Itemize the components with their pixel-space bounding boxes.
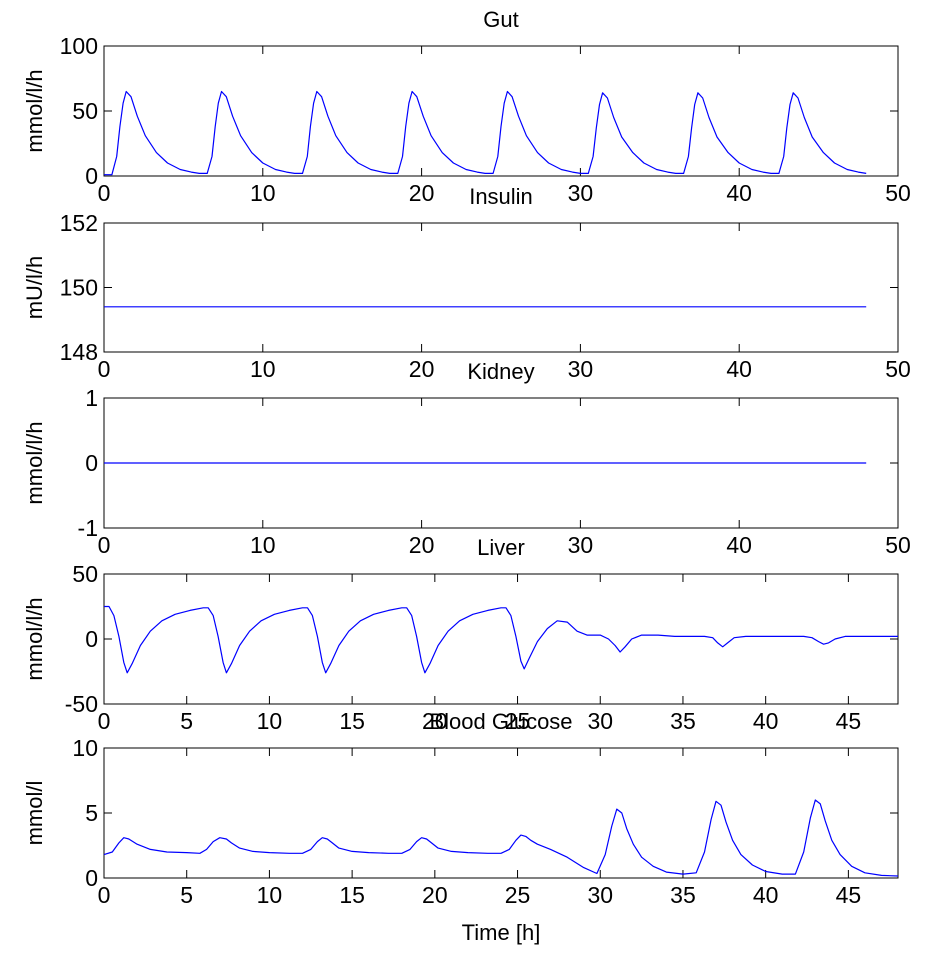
series-line bbox=[103, 799, 899, 877]
x-tick-label: 5 bbox=[180, 882, 193, 908]
x-tick-label: 30 bbox=[587, 882, 613, 908]
axes-frame bbox=[103, 747, 899, 879]
x-tick-label: 30 bbox=[568, 532, 594, 558]
x-tick-label: 30 bbox=[568, 180, 594, 206]
x-tick-label: 45 bbox=[836, 708, 862, 734]
x-tick-label: 10 bbox=[250, 180, 276, 206]
x-tick-label: 20 bbox=[422, 708, 448, 734]
y-tick-label: 100 bbox=[60, 33, 98, 59]
x-tick-label: 40 bbox=[753, 708, 779, 734]
x-tick-label: 10 bbox=[257, 708, 283, 734]
x-tick-label: 20 bbox=[409, 356, 435, 382]
y-tick-label: 152 bbox=[60, 210, 98, 236]
y-tick-label: -50 bbox=[65, 691, 98, 717]
y-tick-label: 148 bbox=[60, 339, 98, 365]
series-line bbox=[104, 605, 898, 674]
y-axis-label: mmol/l bbox=[22, 781, 47, 846]
x-tick-label: 10 bbox=[250, 532, 276, 558]
y-axis-label: mU/l/h bbox=[22, 256, 47, 320]
panel-blood-glucose: 0 5 10 15 20 25 30 35 40 45 0 5 10 Blood Glucose mmol/… bbox=[22, 709, 899, 945]
panel-title: Liver bbox=[477, 535, 525, 560]
x-tick-label: 20 bbox=[409, 532, 435, 558]
y-tick-label: 50 bbox=[72, 561, 98, 587]
x-tick-label: 0 bbox=[98, 356, 111, 382]
x-tick-label: 20 bbox=[422, 882, 448, 908]
panel-insulin: 0 10 20 30 40 50 148 150 152 Insulin mU/l/h bbox=[22, 184, 911, 382]
y-axis-label: mmol/l/h bbox=[22, 421, 47, 504]
x-tick-label: 0 bbox=[98, 532, 111, 558]
axes-frame bbox=[103, 45, 899, 177]
series-line bbox=[104, 90, 867, 176]
panel-title: Blood Glucose bbox=[429, 709, 572, 734]
y-tick-label: 0 bbox=[85, 626, 98, 652]
axes-frame bbox=[103, 222, 899, 353]
y-tick-label: 10 bbox=[72, 735, 98, 761]
x-tick-label: 30 bbox=[568, 356, 594, 382]
panel-title: Gut bbox=[483, 7, 518, 32]
x-tick-label: 35 bbox=[670, 882, 696, 908]
y-tick-label: -1 bbox=[78, 515, 98, 541]
panel-title: Kidney bbox=[467, 359, 534, 384]
axes-frame bbox=[103, 573, 899, 705]
x-tick-label: 10 bbox=[257, 882, 283, 908]
x-tick-label: 40 bbox=[726, 180, 752, 206]
x-tick-label: 40 bbox=[726, 356, 752, 382]
y-tick-label: 0 bbox=[85, 450, 98, 476]
x-tick-label: 15 bbox=[339, 882, 365, 908]
x-tick-label: 50 bbox=[885, 180, 911, 206]
panel-gut: 0 10 20 30 40 50 0 50 100 Gut mmol/l/h bbox=[22, 7, 911, 206]
x-tick-label: 20 bbox=[409, 180, 435, 206]
x-tick-label: 45 bbox=[836, 882, 862, 908]
y-tick-label: 50 bbox=[72, 98, 98, 124]
y-tick-label: 150 bbox=[60, 275, 98, 301]
x-tick-label: 0 bbox=[98, 180, 111, 206]
x-tick-label: 5 bbox=[180, 708, 193, 734]
x-tick-label: 40 bbox=[726, 532, 752, 558]
x-tick-label: 35 bbox=[670, 708, 696, 734]
x-axis-label: Time [h] bbox=[462, 920, 541, 945]
x-tick-label: 0 bbox=[98, 882, 111, 908]
x-tick-label: 0 bbox=[98, 708, 111, 734]
x-tick-label: 25 bbox=[505, 882, 531, 908]
x-tick-label: 25 bbox=[505, 708, 531, 734]
x-tick-label: 10 bbox=[250, 356, 276, 382]
y-tick-label: 5 bbox=[85, 800, 98, 826]
y-tick-label: 0 bbox=[85, 865, 98, 891]
y-tick-label: 0 bbox=[85, 163, 98, 189]
y-axis-label: mmol/l/h bbox=[22, 597, 47, 680]
y-tick-label: 1 bbox=[85, 385, 98, 411]
x-tick-label: 30 bbox=[587, 708, 613, 734]
x-tick-label: 50 bbox=[885, 356, 911, 382]
x-tick-label: 15 bbox=[339, 708, 365, 734]
x-tick-label: 50 bbox=[885, 532, 911, 558]
x-tick-label: 40 bbox=[753, 882, 779, 908]
panel-title: Insulin bbox=[469, 184, 533, 209]
y-axis-label: mmol/l/h bbox=[22, 69, 47, 152]
